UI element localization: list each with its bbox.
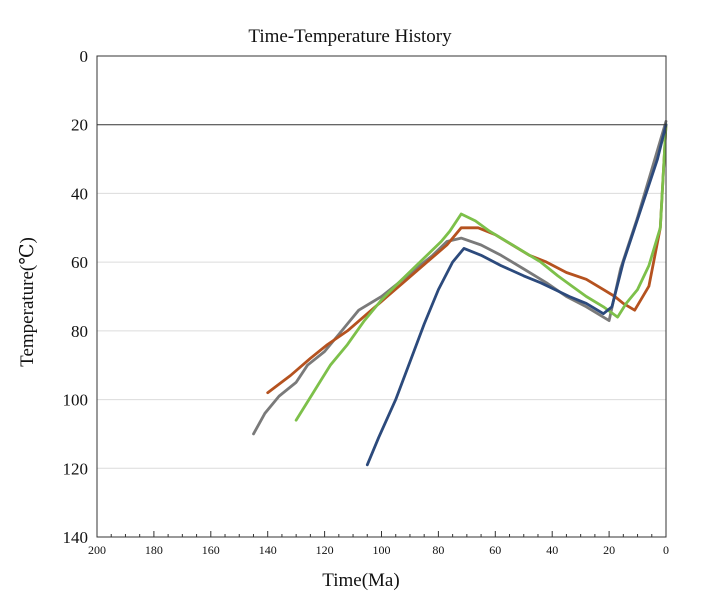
x-axis-ticks: 200 180 160 140 120 100 80 60 40 20 0 (88, 531, 669, 557)
series-line-1 (252, 119, 668, 436)
x-tick-label: 140 (259, 543, 277, 557)
series-group (252, 119, 668, 467)
y-tick-label: 140 (63, 528, 89, 547)
y-tick-label: 60 (71, 253, 88, 272)
y-axis-title: Temperature(℃) (17, 237, 38, 367)
y-tick-label: 80 (71, 322, 88, 341)
x-tick-label: 100 (373, 543, 391, 557)
y-axis-ticks: 0 20 40 60 80 100 120 140 (63, 47, 89, 547)
x-tick-label: 200 (88, 543, 106, 557)
y-tick-label: 0 (80, 47, 89, 66)
x-tick-label: 80 (432, 543, 444, 557)
chart-title: Time-Temperature History (248, 26, 452, 47)
x-tick-label: 60 (489, 543, 501, 557)
x-tick-label: 20 (603, 543, 615, 557)
y-tick-label: 40 (71, 184, 88, 203)
series-line-3 (294, 123, 668, 422)
x-tick-label: 40 (546, 543, 558, 557)
x-axis-title: Time(Ma) (322, 570, 399, 591)
y-tick-label: 20 (71, 116, 88, 135)
gridlines (97, 192, 666, 469)
x-tick-label: 0 (663, 543, 669, 557)
x-tick-label: 120 (316, 543, 334, 557)
series-line-4 (365, 123, 668, 467)
y-tick-label: 120 (63, 459, 89, 478)
x-tick-label: 180 (145, 543, 163, 557)
x-tick-label: 160 (202, 543, 220, 557)
y-tick-label: 100 (63, 391, 89, 410)
